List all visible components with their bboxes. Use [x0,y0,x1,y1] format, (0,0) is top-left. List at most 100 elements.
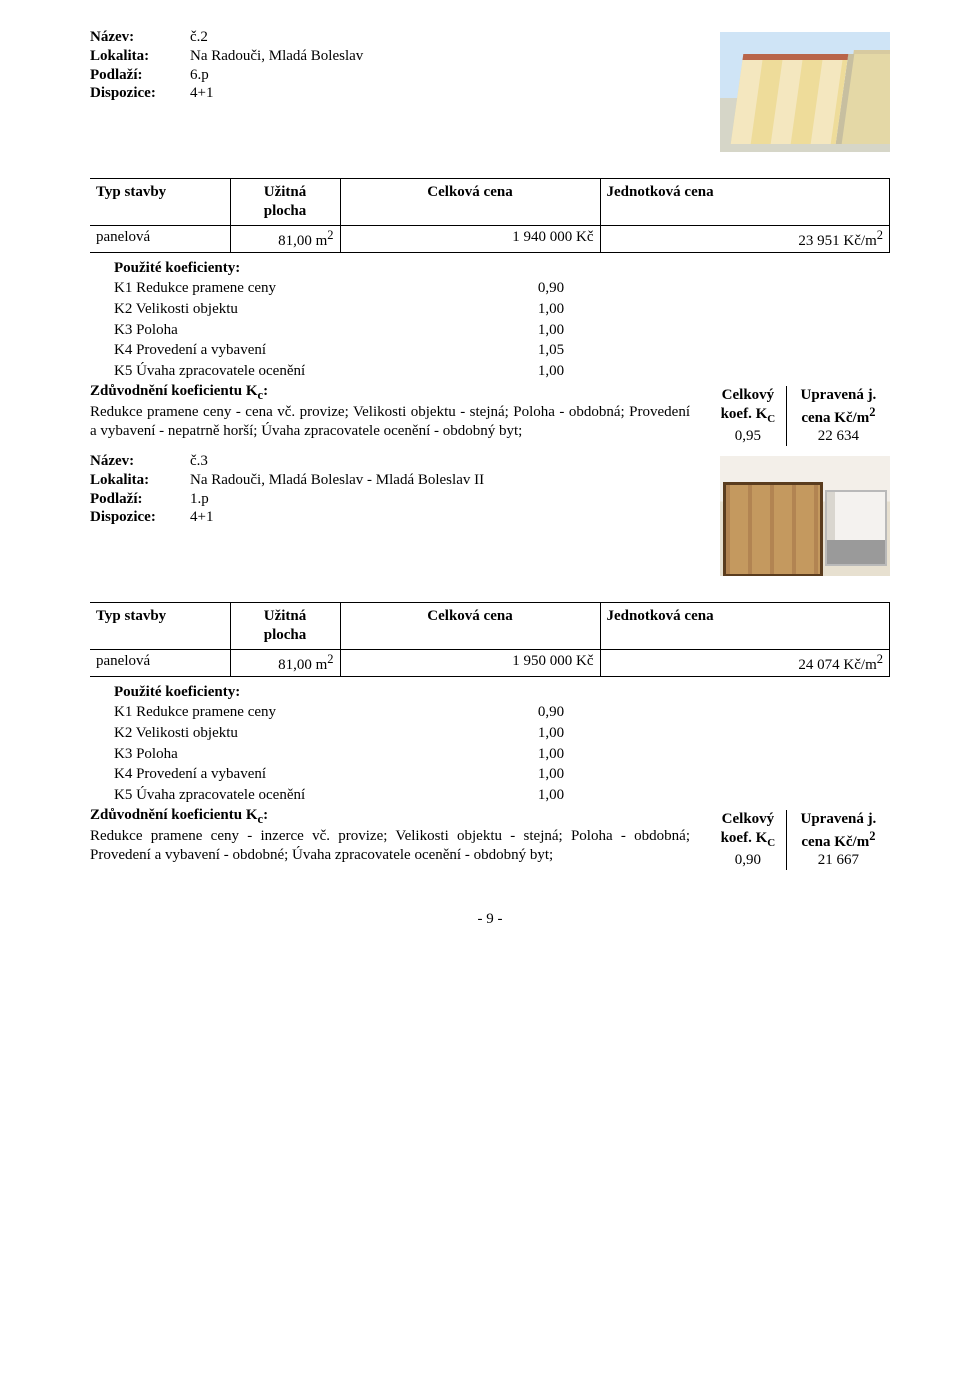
side-koef: koef. KC [721,406,776,422]
koef-label: K4 Provedení a vybavení [114,764,510,785]
koef-label: K3 Poloha [114,320,510,341]
th-unit-price: Jednotková cena [600,179,890,226]
side-celkovy-lbl-2: Celkový koef. KC [710,810,786,852]
property-photo-2 [720,456,890,576]
koef-value: 0,90 [510,278,564,299]
side-celkovy-lbl: Celkový koef. KC [710,386,786,428]
koef-label: K5 Úvaha zpracovatele ocenění [114,361,510,382]
th-area-2-l1: Užitná [264,608,307,624]
just-heading-text: Zdůvodnění koeficientu K [90,383,258,399]
td-area-2: 81,00 m2 [230,649,340,677]
side-summary-2: Celkový koef. KC Upravená j. cena Kč/m2 … [710,806,890,870]
koef-table-1: K1 Redukce pramene ceny0,90K2 Velikosti … [114,278,564,382]
side-koef-sub: C [767,413,775,425]
td-area-1-exp: 2 [327,228,333,242]
price-table-1: Typ stavby Užitná plocha Celková cena Je… [90,178,890,253]
label-locality-2: Lokalita: [90,471,190,490]
row-locality-2: Lokalita: Na Radouči, Mladá Boleslav - M… [90,471,700,490]
side-upr-2: Upravená j. [800,811,876,827]
side-koef-sub-2: C [767,837,775,849]
koef-value: 1,00 [510,744,564,765]
koef-value: 1,00 [510,764,564,785]
side-cena-v-2: 21 667 [786,851,890,870]
th-building-type-2: Typ stavby [90,603,230,650]
label-floor: Podlaží: [90,66,190,85]
row-floor-1: Podlaží: 6.p [90,66,700,85]
just-heading-2: Zdůvodnění koeficientu Kc: [90,807,268,823]
td-unit-1-exp: 2 [877,228,883,242]
side-cena-exp: 2 [869,405,875,419]
th-area: Užitná plocha [230,179,340,226]
value-floor-1: 6.p [190,66,700,85]
koef-value: 1,00 [510,723,564,744]
th-area-2-l2: plocha [264,627,307,643]
td-area-1-v: 81,00 m [278,233,327,249]
td-price-2: 1 950 000 Kč [340,649,600,677]
th-area-l1: Užitná [264,184,307,200]
value-name-1: č.2 [190,28,700,47]
side-cena-t-2: cena Kč/m [801,834,869,850]
justification-text-2: Zdůvodnění koeficientu Kc: Redukce prame… [90,806,690,870]
row-name-1: Název: č.2 [90,28,700,47]
koef-value: 1,00 [510,361,564,382]
koef-list-2: K1 Redukce pramene ceny0,90K2 Velikosti … [90,702,890,806]
th-total-price: Celková cena [340,179,600,226]
td-area-2-v: 81,00 m [278,657,327,673]
th-building-type: Typ stavby [90,179,230,226]
row-name-2: Název: č.3 [90,452,700,471]
table-header-row-2: Typ stavby Užitná plocha Celková cena Je… [90,603,890,650]
side-summary-1: Celkový koef. KC Upravená j. cena Kč/m2 … [710,382,890,446]
row-layout-2: Dispozice: 4+1 [90,508,700,527]
td-type-1: panelová [90,225,230,253]
td-price-1: 1 940 000 Kč [340,225,600,253]
td-unit-2-v: 24 074 Kč/m [798,657,876,673]
side-kc-2: 0,90 [710,851,786,870]
just-body-1: Redukce pramene ceny - cena vč. provize;… [90,404,690,439]
td-unit-1: 23 951 Kč/m2 [600,225,890,253]
koef-table-2: K1 Redukce pramene ceny0,90K2 Velikosti … [114,702,564,806]
koef-label: K1 Redukce pramene ceny [114,278,510,299]
side-upravena-lbl: Upravená j. cena Kč/m2 [786,386,890,428]
side-cena-2: cena Kč/m2 [801,834,875,850]
value-locality-2: Na Radouči, Mladá Boleslav - Mladá Boles… [190,471,700,490]
side-upr: Upravená j. [800,387,876,403]
row-floor-2: Podlaží: 1.p [90,490,700,509]
td-area-1: 81,00 m2 [230,225,340,253]
price-table-2: Typ stavby Užitná plocha Celková cena Je… [90,602,890,677]
td-unit-2: 24 074 Kč/m2 [600,649,890,677]
koef-value: 1,00 [510,299,564,320]
koef-row: K3 Poloha1,00 [114,320,564,341]
label-layout: Dispozice: [90,84,190,103]
koef-row: K2 Velikosti objektu1,00 [114,299,564,320]
koef-label: K3 Poloha [114,744,510,765]
side-cena-exp-2: 2 [869,829,875,843]
justification-row-1: Zdůvodnění koeficientu Kc: Redukce prame… [90,382,890,446]
label-name-2: Název: [90,452,190,471]
just-colon: : [263,383,268,399]
koef-row: K4 Provedení a vybavení1,00 [114,764,564,785]
row-layout-1: Dispozice: 4+1 [90,84,700,103]
value-layout-2: 4+1 [190,508,700,527]
koef-heading-2: Použité koeficienty: [90,683,890,702]
label-floor-2: Podlaží: [90,490,190,509]
koef-row: K3 Poloha1,00 [114,744,564,765]
side-celkovy: Celkový [722,387,775,403]
th-area-2: Užitná plocha [230,603,340,650]
label-name: Název: [90,28,190,47]
justification-row-2: Zdůvodnění koeficientu Kc: Redukce prame… [90,806,890,870]
side-koef-t: koef. K [721,406,768,422]
koef-row: K1 Redukce pramene ceny0,90 [114,278,564,299]
table-data-row-1: panelová 81,00 m2 1 940 000 Kč 23 951 Kč… [90,225,890,253]
row-locality-1: Lokalita: Na Radouči, Mladá Boleslav [90,47,700,66]
label-locality: Lokalita: [90,47,190,66]
side-kc-1: 0,95 [710,427,786,446]
td-unit-1-v: 23 951 Kč/m [798,233,876,249]
side-koef-2: koef. KC [721,830,776,846]
just-heading: Zdůvodnění koeficientu Kc: [90,383,268,399]
koef-value: 1,05 [510,340,564,361]
side-table-2: Celkový koef. KC Upravená j. cena Kč/m2 … [710,810,890,870]
koef-row: K4 Provedení a vybavení1,05 [114,340,564,361]
koef-label: K4 Provedení a vybavení [114,340,510,361]
page-number: - 9 - [90,910,890,929]
just-body-2: Redukce pramene ceny - inzerce vč. provi… [90,828,690,863]
